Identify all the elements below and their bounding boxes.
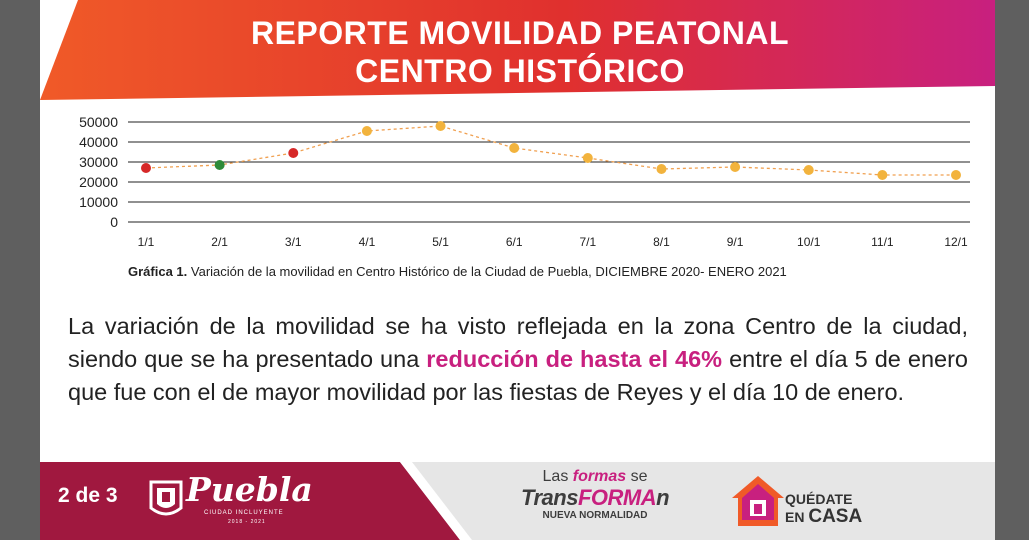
house-icon xyxy=(732,476,784,526)
data-point xyxy=(361,126,372,136)
y-tick-label: 0 xyxy=(110,214,118,230)
caption-label: Gráfica 1. xyxy=(128,264,188,279)
transforman-logo: Las formas se TransFORMAn NUEVA NORMALID… xyxy=(510,468,680,521)
x-tick-label: 11/1 xyxy=(871,235,894,249)
report-card: REPORTE MOVILIDAD PEATONAL CENTRO HISTÓR… xyxy=(40,0,995,540)
y-tick-label: 20000 xyxy=(79,174,118,190)
series-line xyxy=(145,125,956,176)
x-tick-label: 12/1 xyxy=(944,235,968,249)
data-point xyxy=(803,165,814,175)
slogan-subtitle: NUEVA NORMALIDAD xyxy=(542,510,648,521)
puebla-shield-icon xyxy=(149,480,183,516)
casa-line-1: QUÉDATE xyxy=(785,491,853,507)
paragraph-text-2: entre el día 5 de enero que fue con el d… xyxy=(68,346,968,405)
x-tick-label: 4/1 xyxy=(359,235,376,249)
header-banner: REPORTE MOVILIDAD PEATONAL CENTRO HISTÓR… xyxy=(40,0,995,100)
casa-casa: CASA xyxy=(808,506,863,527)
data-point xyxy=(509,143,520,153)
puebla-logo-text: Puebla xyxy=(186,470,313,509)
caption-text: Variación de la movilidad en Centro Hist… xyxy=(190,264,787,279)
data-point xyxy=(214,160,225,170)
footer-bar: 2 de 3 Puebla CIUDAD INCLUYENTE 2018 - 2… xyxy=(40,462,995,540)
title-line-2: CENTRO HISTÓRICO xyxy=(355,53,685,89)
page-title: REPORTE MOVILIDAD PEATONAL CENTRO HISTÓR… xyxy=(110,14,930,90)
x-tick-label: 9/1 xyxy=(727,235,744,249)
slogan-forma: FORMA xyxy=(577,485,657,510)
paragraph-text-1: La variación de la movilidad se ha visto… xyxy=(68,313,968,372)
data-point xyxy=(877,170,888,180)
casa-en: EN xyxy=(785,509,809,525)
slogan-trans: Trans xyxy=(520,485,579,510)
quedate-en-casa-text: QUÉDATE EN CASA xyxy=(785,490,862,527)
y-tick-label: 40000 xyxy=(79,134,118,150)
summary-paragraph: La variación de la movilidad se ha visto… xyxy=(68,310,968,409)
y-tick-label: 50000 xyxy=(79,114,118,130)
x-tick-label: 3/1 xyxy=(285,235,302,249)
y-tick-label: 10000 xyxy=(79,194,118,210)
casa-line-2: EN CASA xyxy=(785,506,863,527)
footer-background xyxy=(40,462,995,540)
x-tick-label: 8/1 xyxy=(653,235,670,249)
x-tick-label: 1/1 xyxy=(138,235,155,249)
slogan-pre: Las xyxy=(542,468,573,485)
chart-caption: Gráfica 1. Variación de la movilidad en … xyxy=(128,264,787,279)
y-tick-label: 30000 xyxy=(79,154,118,170)
paragraph-highlight: reducción de hasta el 46% xyxy=(426,346,723,372)
page-number: 2 de 3 xyxy=(58,484,118,507)
data-point xyxy=(730,162,741,172)
data-point xyxy=(582,153,593,163)
header-banner-shape xyxy=(40,0,995,100)
x-tick-label: 6/1 xyxy=(506,235,523,249)
data-point xyxy=(435,121,446,131)
data-point xyxy=(951,170,961,180)
data-point xyxy=(141,163,151,173)
data-point xyxy=(656,164,667,174)
slogan-n: n xyxy=(656,485,670,510)
slogan-line-2: TransFORMAn xyxy=(510,486,680,510)
x-tick-label: 7/1 xyxy=(579,235,596,249)
x-tick-label: 5/1 xyxy=(432,235,449,249)
slogan-se: se xyxy=(626,468,648,485)
title-line-1: REPORTE MOVILIDAD PEATONAL xyxy=(250,15,790,51)
puebla-logo-years: 2018 - 2021 xyxy=(228,519,266,525)
slogan-formas: formas xyxy=(572,468,627,485)
mobility-line-chart: 50000 40000 30000 20000 10000 0 1/1 2/1 3/1 4/1 5/… xyxy=(79,114,970,249)
x-tick-label: 2/1 xyxy=(211,235,228,249)
slogan-line-1: Las formas se xyxy=(510,468,680,486)
x-tick-label: 10/1 xyxy=(797,235,821,249)
puebla-logo-subtitle: CIUDAD INCLUYENTE xyxy=(204,510,284,516)
data-point xyxy=(288,148,299,158)
